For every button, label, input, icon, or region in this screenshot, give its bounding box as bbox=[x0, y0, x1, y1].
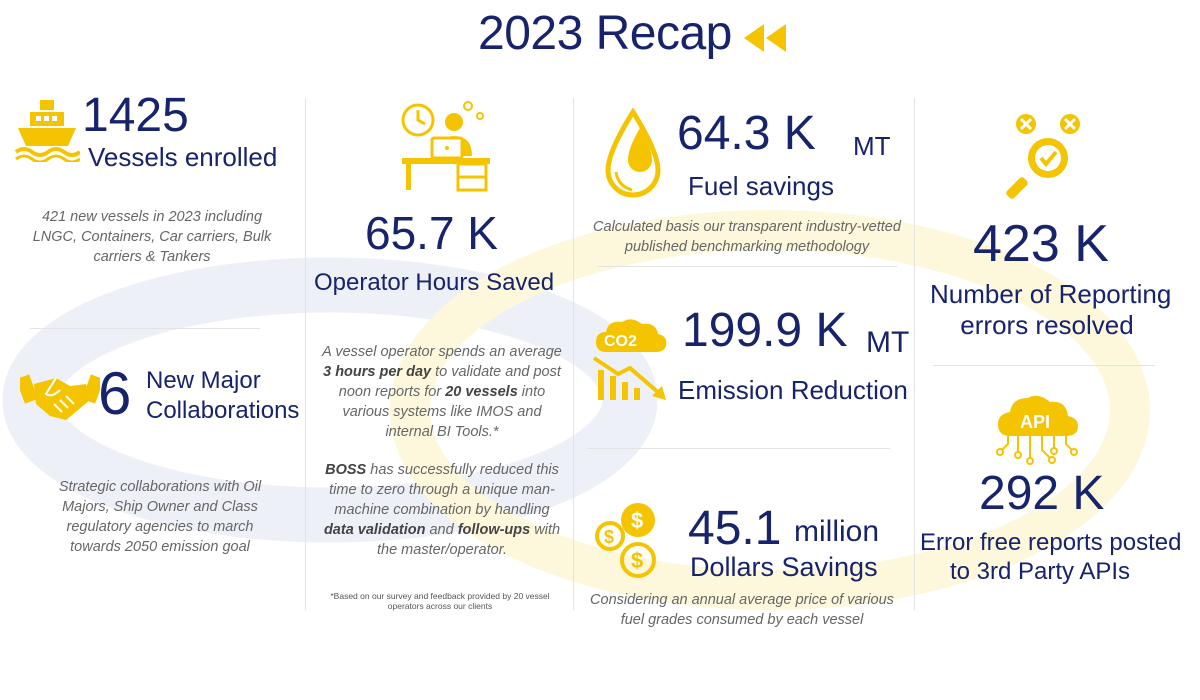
fuel-unit: MT bbox=[853, 131, 891, 161]
fuel-label: Fuel savings bbox=[688, 171, 834, 201]
dollar-coins-icon: $ $ $ bbox=[594, 500, 666, 582]
dollars-unit: million bbox=[794, 515, 880, 548]
section-divider bbox=[933, 365, 1155, 366]
error-magnifier-icon bbox=[1006, 110, 1088, 202]
api-reports-value: 292 K bbox=[979, 467, 1105, 520]
fuel-note: Calculated basis our transparent industr… bbox=[593, 219, 901, 255]
api-reports-label-line1: Error free reports posted bbox=[920, 529, 1182, 556]
operator-desk-icon bbox=[398, 98, 494, 194]
page-title: 2023 Recap bbox=[478, 7, 732, 60]
operator-hours-note-1: A vessel operator spends an average 3 ho… bbox=[322, 344, 562, 440]
operator-hours-label: Operator Hours Saved bbox=[314, 269, 555, 296]
dollars-label: Dollars Savings bbox=[690, 552, 878, 582]
emission-value: 199.9 K bbox=[682, 304, 848, 357]
errors-value: 423 K bbox=[973, 215, 1109, 273]
vessels-note: 421 new vessels in 2023 including LNGC, … bbox=[32, 209, 272, 265]
api-reports-label-line2: to 3rd Party APIs bbox=[949, 558, 1131, 585]
vessels-label: Vessels enrolled bbox=[88, 142, 278, 172]
dollars-value: 45.1 bbox=[688, 502, 782, 555]
collaborations-value: 6 bbox=[98, 360, 132, 427]
operator-hours-value: 65.7 K bbox=[365, 207, 498, 259]
handshake-icon bbox=[20, 368, 100, 428]
svg-text:$: $ bbox=[631, 508, 643, 533]
collaborations-label-line2: Collaborations bbox=[146, 397, 300, 424]
section-divider bbox=[30, 328, 260, 329]
svg-text:$: $ bbox=[604, 527, 614, 547]
co2-reduction-icon: CO2 bbox=[590, 318, 672, 404]
operator-hours-note-2: BOSS has successfully reduced this time … bbox=[323, 462, 561, 558]
api-cloud-icon: API bbox=[994, 394, 1082, 466]
section-divider bbox=[587, 448, 890, 449]
fuel-drop-icon bbox=[598, 108, 668, 204]
dollars-note: Considering an annual average price of v… bbox=[590, 592, 894, 628]
svg-text:$: $ bbox=[631, 548, 643, 573]
column-divider bbox=[914, 98, 915, 610]
emission-label: Emission Reduction bbox=[678, 375, 908, 405]
co2-label: CO2 bbox=[604, 333, 637, 350]
ship-icon bbox=[14, 96, 80, 162]
section-divider bbox=[597, 266, 897, 267]
fuel-value: 64.3 K bbox=[677, 107, 816, 160]
rewind-icon bbox=[740, 22, 788, 54]
vessels-value: 1425 bbox=[82, 89, 189, 142]
emission-unit: MT bbox=[866, 326, 910, 359]
column-divider bbox=[573, 98, 574, 610]
collaborations-note: Strategic collaborations with Oil Majors… bbox=[58, 479, 262, 555]
operator-hours-footnote: *Based on our survey and feedback provid… bbox=[330, 591, 550, 611]
column-divider bbox=[305, 98, 306, 610]
errors-label-line2: errors resolved bbox=[960, 310, 1134, 340]
errors-label-line1: Number of Reporting bbox=[930, 279, 1172, 309]
api-label: API bbox=[1020, 412, 1050, 432]
collaborations-label-line1: New Major bbox=[146, 367, 261, 394]
